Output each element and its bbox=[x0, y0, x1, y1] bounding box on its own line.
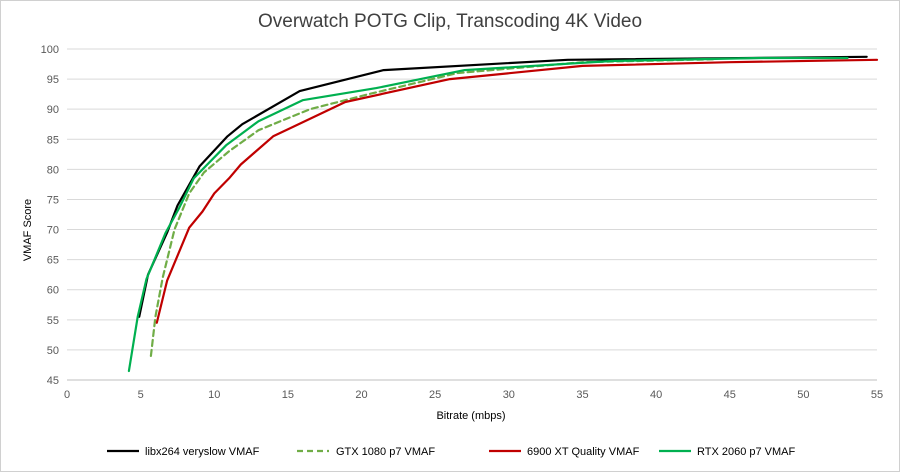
legend-label-3: 6900 XT Quality VMAF bbox=[527, 446, 640, 458]
y-tick-label: 80 bbox=[47, 164, 59, 176]
y-tick-label: 100 bbox=[41, 44, 59, 56]
y-tick-label: 90 bbox=[47, 104, 59, 116]
x-tick-label: 30 bbox=[503, 389, 515, 401]
series-line-1 bbox=[138, 55, 868, 318]
y-tick-label: 95 bbox=[47, 74, 59, 86]
series-line-2 bbox=[149, 58, 717, 357]
legend-label-1: libx264 veryslow VMAF bbox=[145, 446, 260, 458]
chart-title: Overwatch POTG Clip, Transcoding 4K Vide… bbox=[258, 11, 642, 32]
y-tick-label: 85 bbox=[47, 134, 59, 146]
y-tick-label: 70 bbox=[47, 225, 59, 237]
x-tick-label: 15 bbox=[282, 389, 294, 401]
y-tick-label: 50 bbox=[47, 345, 59, 357]
x-tick-label: 25 bbox=[429, 389, 441, 401]
x-tick-label: 10 bbox=[208, 389, 220, 401]
legend-label-4: RTX 2060 p7 VMAF bbox=[697, 446, 796, 458]
x-axis-label: Bitrate (mbps) bbox=[436, 410, 505, 422]
legend: libx264 veryslow VMAF GTX 1080 p7 VMAF 690… bbox=[107, 446, 796, 458]
y-tick-label: 65 bbox=[47, 255, 59, 267]
x-tick-label: 35 bbox=[576, 389, 588, 401]
x-tick-label: 50 bbox=[797, 389, 809, 401]
y-axis-label: VMAF Score bbox=[22, 199, 34, 261]
x-tick-label: 0 bbox=[64, 389, 70, 401]
y-tick-label: 45 bbox=[47, 375, 59, 387]
series-line-4 bbox=[127, 56, 849, 373]
x-tick-label: 40 bbox=[650, 389, 662, 401]
legend-label-2: GTX 1080 p7 VMAF bbox=[336, 446, 435, 458]
y-tick-label: 75 bbox=[47, 194, 59, 206]
y-tick-label: 60 bbox=[47, 285, 59, 297]
x-tick-label: 45 bbox=[724, 389, 736, 401]
x-tick-label: 55 bbox=[871, 389, 883, 401]
x-tick-label: 20 bbox=[355, 389, 367, 401]
series-lines bbox=[127, 55, 879, 373]
y-tick-label: 55 bbox=[47, 315, 59, 327]
tick-labels: 45 50 55 60 65 70 75 80 85 90 95 100 0 5 10 15 20 25 30 35 4… bbox=[41, 44, 883, 401]
series-line-3 bbox=[155, 58, 879, 324]
x-tick-label: 5 bbox=[138, 389, 144, 401]
grid-lines bbox=[67, 48, 877, 381]
